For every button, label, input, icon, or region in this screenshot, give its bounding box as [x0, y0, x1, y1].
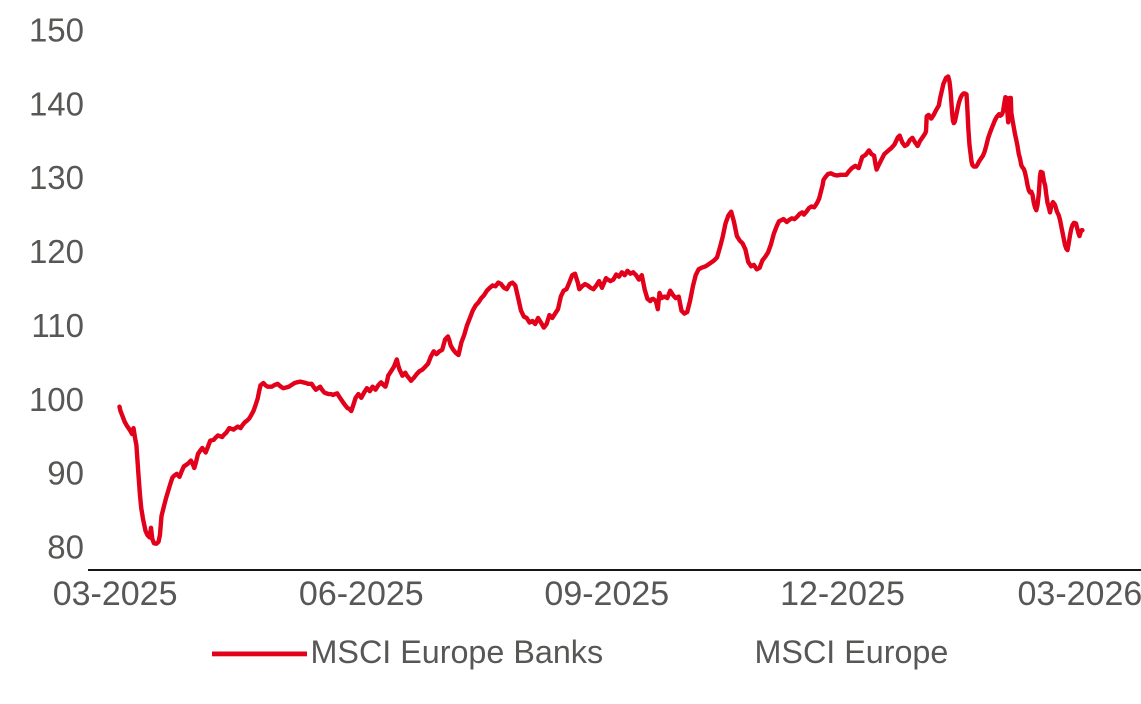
svg-text:110: 110	[31, 307, 84, 344]
svg-text:80: 80	[47, 529, 84, 566]
svg-text:09-2025: 09-2025	[544, 575, 669, 613]
svg-text:12-2025: 12-2025	[780, 575, 905, 613]
svg-text:100: 100	[29, 381, 84, 418]
svg-text:MSCI Europe: MSCI Europe	[755, 634, 949, 670]
svg-text:130: 130	[29, 159, 84, 196]
svg-text:150: 150	[29, 12, 84, 49]
svg-text:03-2026: 03-2026	[1018, 575, 1141, 613]
svg-text:90: 90	[47, 455, 84, 492]
svg-text:140: 140	[29, 85, 84, 122]
svg-text:MSCI Europe Banks: MSCI Europe Banks	[311, 634, 604, 670]
svg-text:06-2025: 06-2025	[299, 575, 424, 613]
svg-text:03-2025: 03-2025	[53, 575, 178, 613]
svg-text:120: 120	[29, 233, 84, 270]
